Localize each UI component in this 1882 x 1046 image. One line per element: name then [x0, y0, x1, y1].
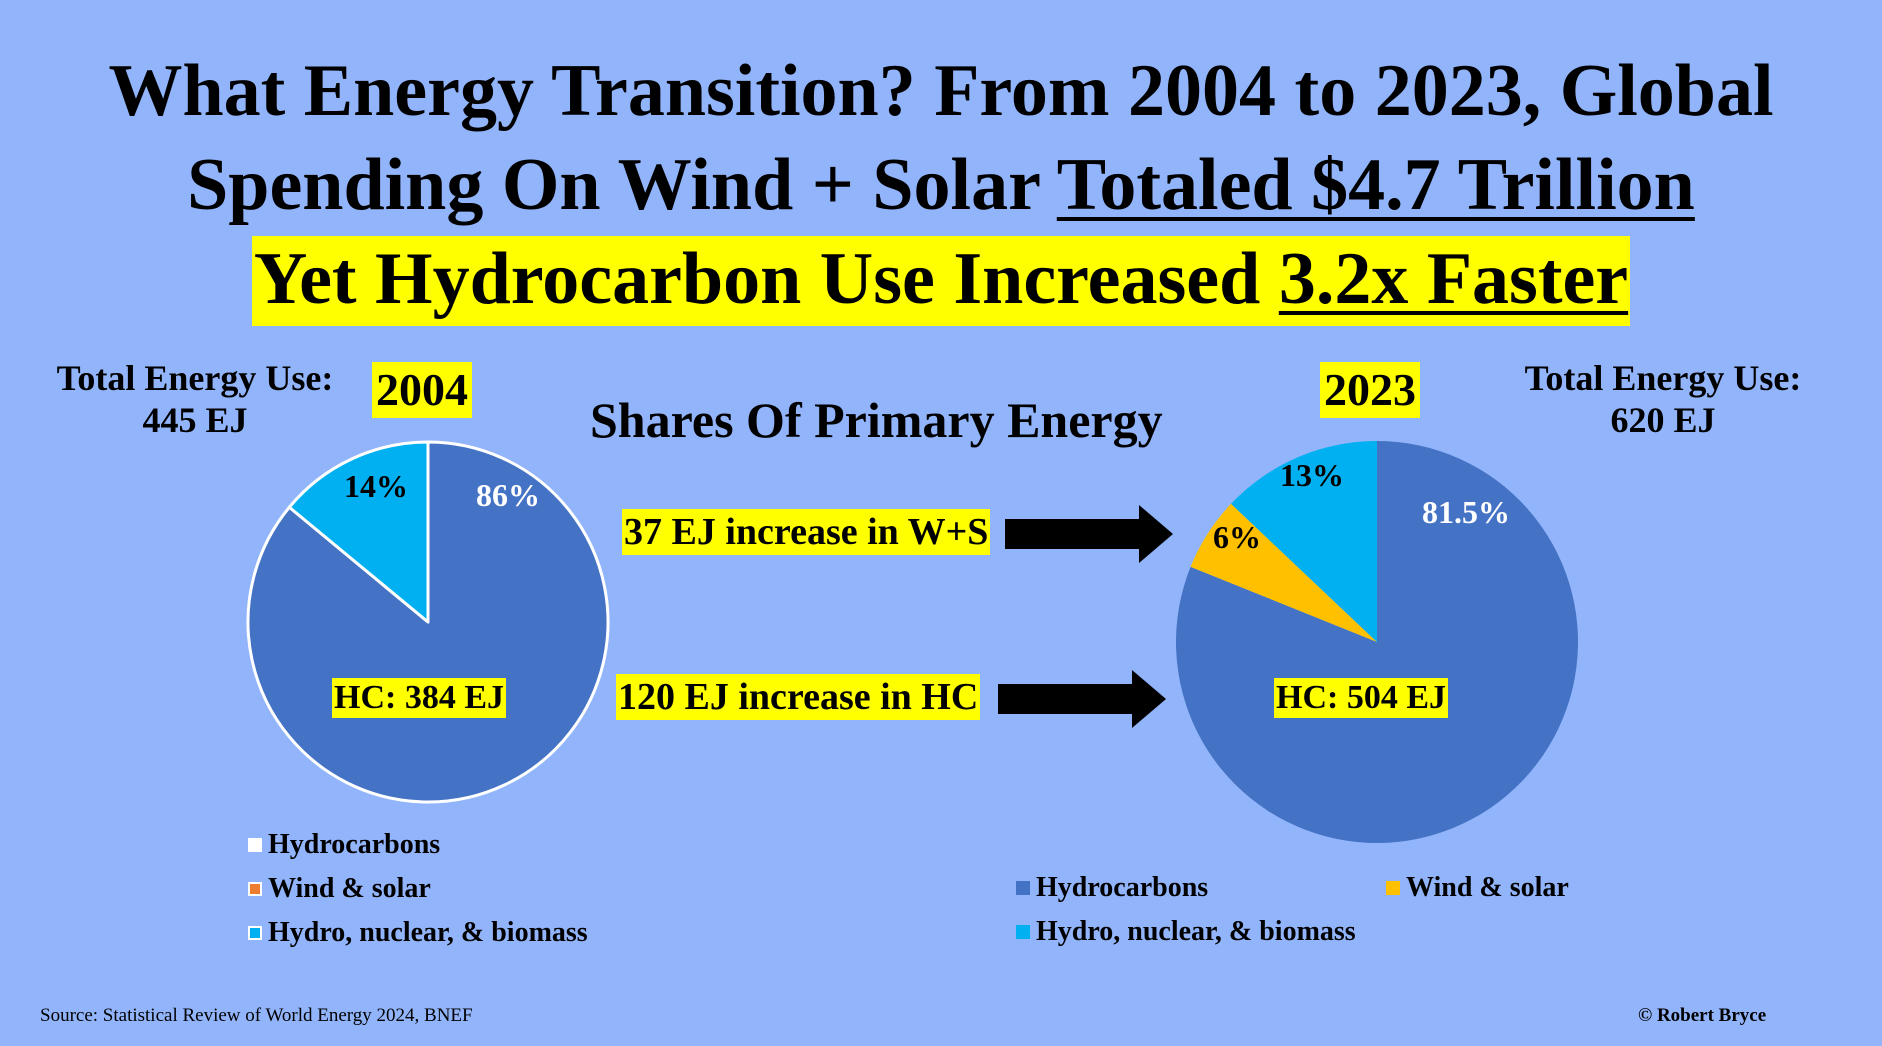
left-year: 2004 — [372, 362, 472, 418]
pie-slice-hydrocarbons — [1176, 441, 1579, 843]
title-line-2-underlined: Totaled $4.7 Trillion — [1056, 144, 1695, 226]
legend-label: Wind & solar — [268, 873, 431, 904]
legend-label: Wind & solar — [1406, 872, 1569, 903]
copyright-credit: © Robert Bryce — [1638, 1005, 1767, 1026]
legend-label: Hydro, nuclear, & biomass — [268, 917, 588, 948]
pie-value-label-hydrocarbons: 81.5% — [1422, 494, 1510, 530]
legend-swatch-hydrocarbons — [1016, 881, 1030, 895]
legend-item: Hydro, nuclear, & biomass — [248, 916, 588, 950]
legend-item: Hydrocarbons — [248, 828, 588, 862]
source-note: Source: Statistical Review of World Ener… — [40, 1005, 473, 1026]
pie-value-label-hydro-nuclear-biomass: 14% — [344, 468, 408, 504]
pie-value-label-wind-solar: 6% — [1213, 519, 1261, 555]
pie-slice-hydro-nuclear-biomass — [1231, 441, 1377, 642]
legend-2004: Hydrocarbons Wind & solar Hydro, nuclear… — [248, 828, 588, 950]
chart-subtitle: Shares Of Primary Energy — [590, 392, 1163, 448]
left-hc-label: HC: 384 EJ — [332, 678, 506, 718]
right-total-label: Total Energy Use: — [1524, 358, 1802, 398]
title-line-2-plain: Spending On Wind + Solar — [187, 144, 1057, 226]
legend-item: Wind & solar — [1386, 871, 1569, 905]
title-line-3: Yet Hydrocarbon Use Increased 3.2x Faste… — [0, 236, 1882, 326]
pie-value-label-hydrocarbons: 86% — [476, 477, 540, 513]
pie-slice-hydro-nuclear-biomass — [287, 440, 430, 624]
pie-2004: 86% 14% — [246, 440, 610, 804]
legend-item: Hydro, nuclear, & biomass — [1016, 915, 1356, 949]
legend-swatch-hydro-nuclear-biomass — [1016, 925, 1030, 939]
title-line-3-underlined: 3.2x Faster — [1278, 238, 1629, 320]
hc-arrow-icon — [998, 670, 1166, 728]
title-line-1: What Energy Transition? From 2004 to 202… — [108, 50, 1774, 132]
hc-increase-label: 120 EJ increase in HC — [616, 674, 981, 720]
title-line-3-plain: Yet Hydrocarbon Use Increased — [253, 238, 1279, 320]
title-line-3-highlight: Yet Hydrocarbon Use Increased 3.2x Faste… — [251, 236, 1631, 326]
legend-swatch-hydro-nuclear-biomass — [248, 926, 262, 940]
left-total-label: Total Energy Use: — [56, 358, 334, 398]
legend-label: Hydrocarbons — [268, 829, 441, 860]
legend-label: Hydrocarbons — [1036, 872, 1209, 903]
right-total-value: 620 EJ — [1610, 400, 1716, 440]
right-year: 2023 — [1320, 362, 1420, 418]
pie-slice-wind-solar — [1190, 503, 1377, 642]
pie-2023: 81.5% 6% 13% — [1176, 441, 1579, 843]
legend-swatch-wind-solar — [248, 882, 262, 896]
left-total-value: 445 EJ — [142, 400, 248, 440]
title-line-2: Spending On Wind + Solar Totaled $4.7 Tr… — [0, 142, 1882, 228]
legend-item: Hydrocarbons — [1016, 871, 1208, 905]
right-total-energy: Total Energy Use: 620 EJ — [1498, 357, 1828, 441]
left-total-energy: Total Energy Use: 445 EJ — [30, 357, 360, 441]
legend-swatch-wind-solar — [1386, 881, 1400, 895]
ws-arrow-icon — [1005, 505, 1173, 563]
legend-label: Hydro, nuclear, & biomass — [1036, 916, 1356, 947]
legend-swatch-hydrocarbons — [248, 838, 262, 852]
ws-increase-label: 37 EJ increase in W+S — [622, 509, 991, 555]
right-hc-label: HC: 504 EJ — [1274, 678, 1448, 718]
pie-value-label-hydro-nuclear-biomass: 13% — [1280, 457, 1344, 493]
legend-item: Wind & solar — [248, 872, 588, 906]
